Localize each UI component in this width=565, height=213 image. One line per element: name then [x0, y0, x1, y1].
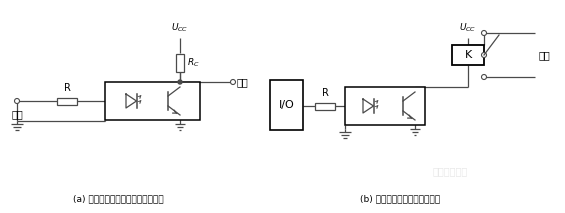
Bar: [176, 54, 184, 72]
Bar: [315, 102, 335, 109]
Text: R: R: [321, 88, 328, 98]
Polygon shape: [126, 94, 137, 108]
Bar: [270, 80, 303, 130]
Text: (b) 输出信号与外部电路的隔离: (b) 输出信号与外部电路的隔离: [360, 194, 440, 203]
Text: 输入: 输入: [11, 109, 23, 119]
Circle shape: [481, 75, 486, 79]
Text: 输出: 输出: [237, 77, 249, 87]
Bar: [57, 98, 77, 105]
Bar: [452, 45, 484, 65]
Circle shape: [481, 52, 486, 58]
Text: $U_{CC}$: $U_{CC}$: [171, 22, 189, 34]
Polygon shape: [363, 99, 373, 113]
Text: I/O: I/O: [279, 100, 294, 110]
Circle shape: [15, 98, 20, 104]
Bar: [345, 87, 425, 125]
Text: $U_{CC}$: $U_{CC}$: [459, 22, 477, 34]
Text: (a) 外部输入信号与内部电路的隔离: (a) 外部输入信号与内部电路的隔离: [73, 194, 163, 203]
Circle shape: [481, 30, 486, 36]
Circle shape: [231, 79, 236, 85]
Text: $R_C$: $R_C$: [187, 57, 199, 69]
Text: 电工技术之家: 电工技术之家: [432, 166, 468, 176]
Text: 输出: 输出: [539, 50, 551, 60]
Bar: [105, 82, 200, 120]
Text: R: R: [63, 83, 71, 93]
Circle shape: [178, 80, 182, 84]
Text: K: K: [464, 50, 472, 60]
